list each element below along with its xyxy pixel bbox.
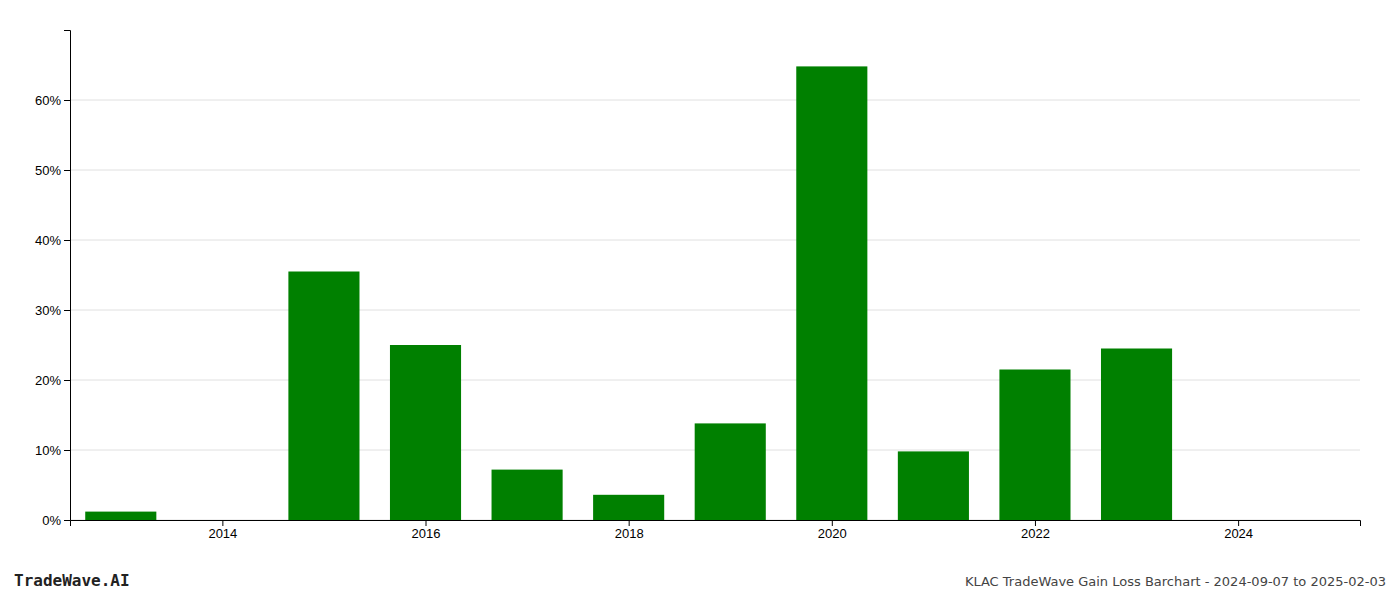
x-tick-mark xyxy=(222,520,223,526)
y-tick-mark xyxy=(64,520,70,521)
x-axis-line xyxy=(71,521,1361,527)
x-tick: 2020 xyxy=(818,520,847,541)
bar xyxy=(593,495,664,520)
x-tick: 2022 xyxy=(1021,520,1050,541)
bar xyxy=(85,512,156,520)
x-tick: 2016 xyxy=(412,520,441,541)
bar xyxy=(796,66,867,520)
bar xyxy=(288,272,359,521)
footer-left: TradeWave.AI xyxy=(14,571,130,590)
y-tick: 40% xyxy=(35,233,70,248)
x-tick-label: 2020 xyxy=(818,526,847,541)
x-tick-label: 2014 xyxy=(208,526,237,541)
grid-line xyxy=(70,170,1360,171)
y-tick-label: 30% xyxy=(35,303,61,318)
x-axis: 2014 2016 2018 2020 2022 2024 xyxy=(71,520,1361,541)
y-tick-mark xyxy=(64,380,70,381)
x-tick-mark xyxy=(629,520,630,526)
x-tick: 2024 xyxy=(1224,520,1253,541)
bar xyxy=(1101,349,1172,521)
y-tick-label: 0% xyxy=(42,513,61,528)
x-tick-label: 2018 xyxy=(615,526,644,541)
grid-line xyxy=(70,240,1360,241)
y-tick-label: 10% xyxy=(35,443,61,458)
x-tick-mark xyxy=(1035,520,1036,526)
bar xyxy=(492,470,563,520)
plot-area xyxy=(85,66,1172,520)
chart-svg: 0% 10% 20% 30% 40% 50% 60% 2014 2016 2018 2020 2022… xyxy=(0,0,1400,600)
grid-line xyxy=(70,310,1360,311)
grid-line xyxy=(70,100,1360,101)
grid xyxy=(70,100,1360,520)
y-tick: 60% xyxy=(35,93,70,108)
bar xyxy=(999,370,1070,521)
y-tick: 10% xyxy=(35,443,70,458)
footer-right: KLAC TradeWave Gain Loss Barchart - 2024… xyxy=(965,574,1386,589)
y-tick: 50% xyxy=(35,163,70,178)
bar xyxy=(390,345,461,520)
y-axis: 0% 10% 20% 30% 40% 50% 60% xyxy=(35,31,71,528)
y-tick-label: 50% xyxy=(35,163,61,178)
y-tick-label: 60% xyxy=(35,93,61,108)
bar xyxy=(898,451,969,520)
chart-container: 0% 10% 20% 30% 40% 50% 60% 2014 2016 2018 2020 2022… xyxy=(0,0,1400,600)
x-tick-mark xyxy=(426,520,427,526)
y-tick-label: 20% xyxy=(35,373,61,388)
y-tick: 30% xyxy=(35,303,70,318)
x-tick: 2018 xyxy=(615,520,644,541)
x-tick-label: 2022 xyxy=(1021,526,1050,541)
y-tick-mark xyxy=(64,310,70,311)
y-tick: 20% xyxy=(35,373,70,388)
y-tick-mark xyxy=(64,100,70,101)
x-tick: 2014 xyxy=(208,520,237,541)
y-tick-mark xyxy=(64,170,70,171)
x-tick-label: 2024 xyxy=(1224,526,1253,541)
x-tick-label: 2016 xyxy=(412,526,441,541)
x-tick-mark xyxy=(832,520,833,526)
y-tick-mark xyxy=(64,240,70,241)
x-tick-mark xyxy=(1238,520,1239,526)
y-tick-mark xyxy=(64,450,70,451)
y-tick: 0% xyxy=(42,513,70,528)
y-axis-line xyxy=(64,31,71,521)
y-tick-label: 40% xyxy=(35,233,61,248)
bar xyxy=(695,423,766,520)
